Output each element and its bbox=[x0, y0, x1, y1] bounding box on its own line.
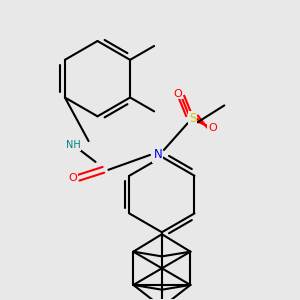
Text: NH: NH bbox=[66, 140, 81, 150]
Text: O: O bbox=[173, 88, 182, 98]
Text: O: O bbox=[68, 173, 77, 183]
Text: S: S bbox=[189, 112, 196, 125]
Text: N: N bbox=[154, 148, 162, 161]
Text: O: O bbox=[208, 123, 217, 133]
